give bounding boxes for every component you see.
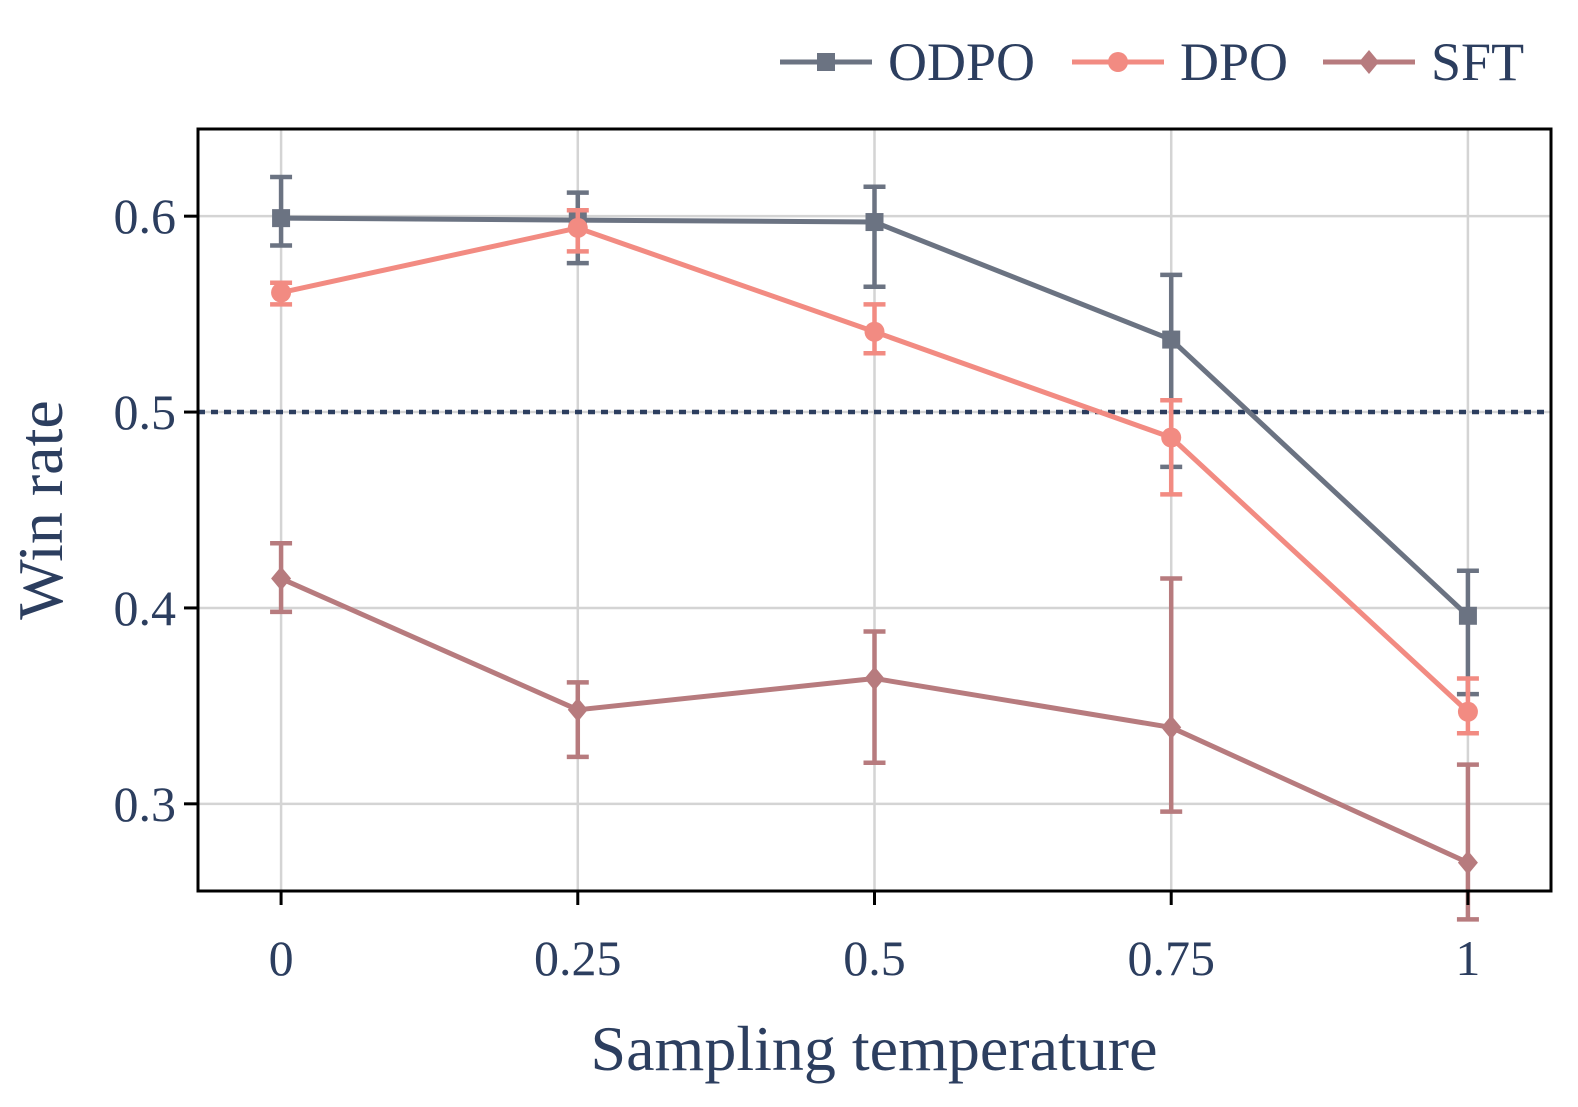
x-axis-title: Sampling temperature: [591, 1013, 1158, 1084]
legend-marker-odpo: [817, 53, 835, 71]
series-odpo: [270, 174, 1479, 697]
x-tick-label: 0.75: [1127, 930, 1215, 986]
sft-point: [864, 666, 885, 691]
legend-item-odpo[interactable]: ODPO: [780, 32, 1035, 92]
legend-label-dpo: DPO: [1180, 32, 1288, 92]
series-dpo: [270, 208, 1479, 736]
y-tick-label: 0.5: [114, 384, 177, 440]
legend-label-sft: SFT: [1431, 32, 1524, 92]
dpo-point: [864, 321, 885, 342]
series-group: [270, 174, 1479, 922]
y-axis: 0.3 0.4 0.5 0.6: [114, 188, 198, 832]
odpo-point: [1458, 606, 1477, 625]
sft-point: [271, 566, 292, 591]
y-tick-label: 0.6: [114, 188, 177, 244]
dpo-point: [567, 217, 588, 238]
sft-point: [1457, 850, 1478, 875]
legend-marker-dpo: [1108, 52, 1128, 72]
odpo-point: [272, 209, 291, 228]
x-tick-label: 0: [269, 930, 294, 986]
dpo-point: [271, 282, 292, 303]
dpo-point: [1161, 427, 1182, 448]
y-axis-title: Win rate: [5, 400, 76, 620]
odpo-point: [1162, 330, 1181, 349]
y-tick-label: 0.3: [114, 776, 177, 832]
legend-marker-sft: [1359, 50, 1379, 74]
legend-item-sft[interactable]: SFT: [1323, 32, 1524, 92]
series-sft: [270, 541, 1479, 922]
legend-item-dpo[interactable]: DPO: [1072, 32, 1288, 92]
x-tick-label: 0.5: [843, 930, 906, 986]
sft-point: [567, 697, 588, 722]
x-tick-label: 0.25: [534, 930, 622, 986]
odpo-point: [865, 213, 884, 232]
legend[interactable]: ODPO DPO SFT: [780, 32, 1524, 92]
dpo-point: [1457, 701, 1478, 722]
x-tick-label: 1: [1455, 930, 1480, 986]
legend-label-odpo: ODPO: [888, 32, 1035, 92]
y-tick-label: 0.4: [114, 580, 177, 636]
x-axis: 0 0.25 0.5 0.75 1: [269, 891, 1480, 986]
sft-point: [1161, 715, 1182, 740]
